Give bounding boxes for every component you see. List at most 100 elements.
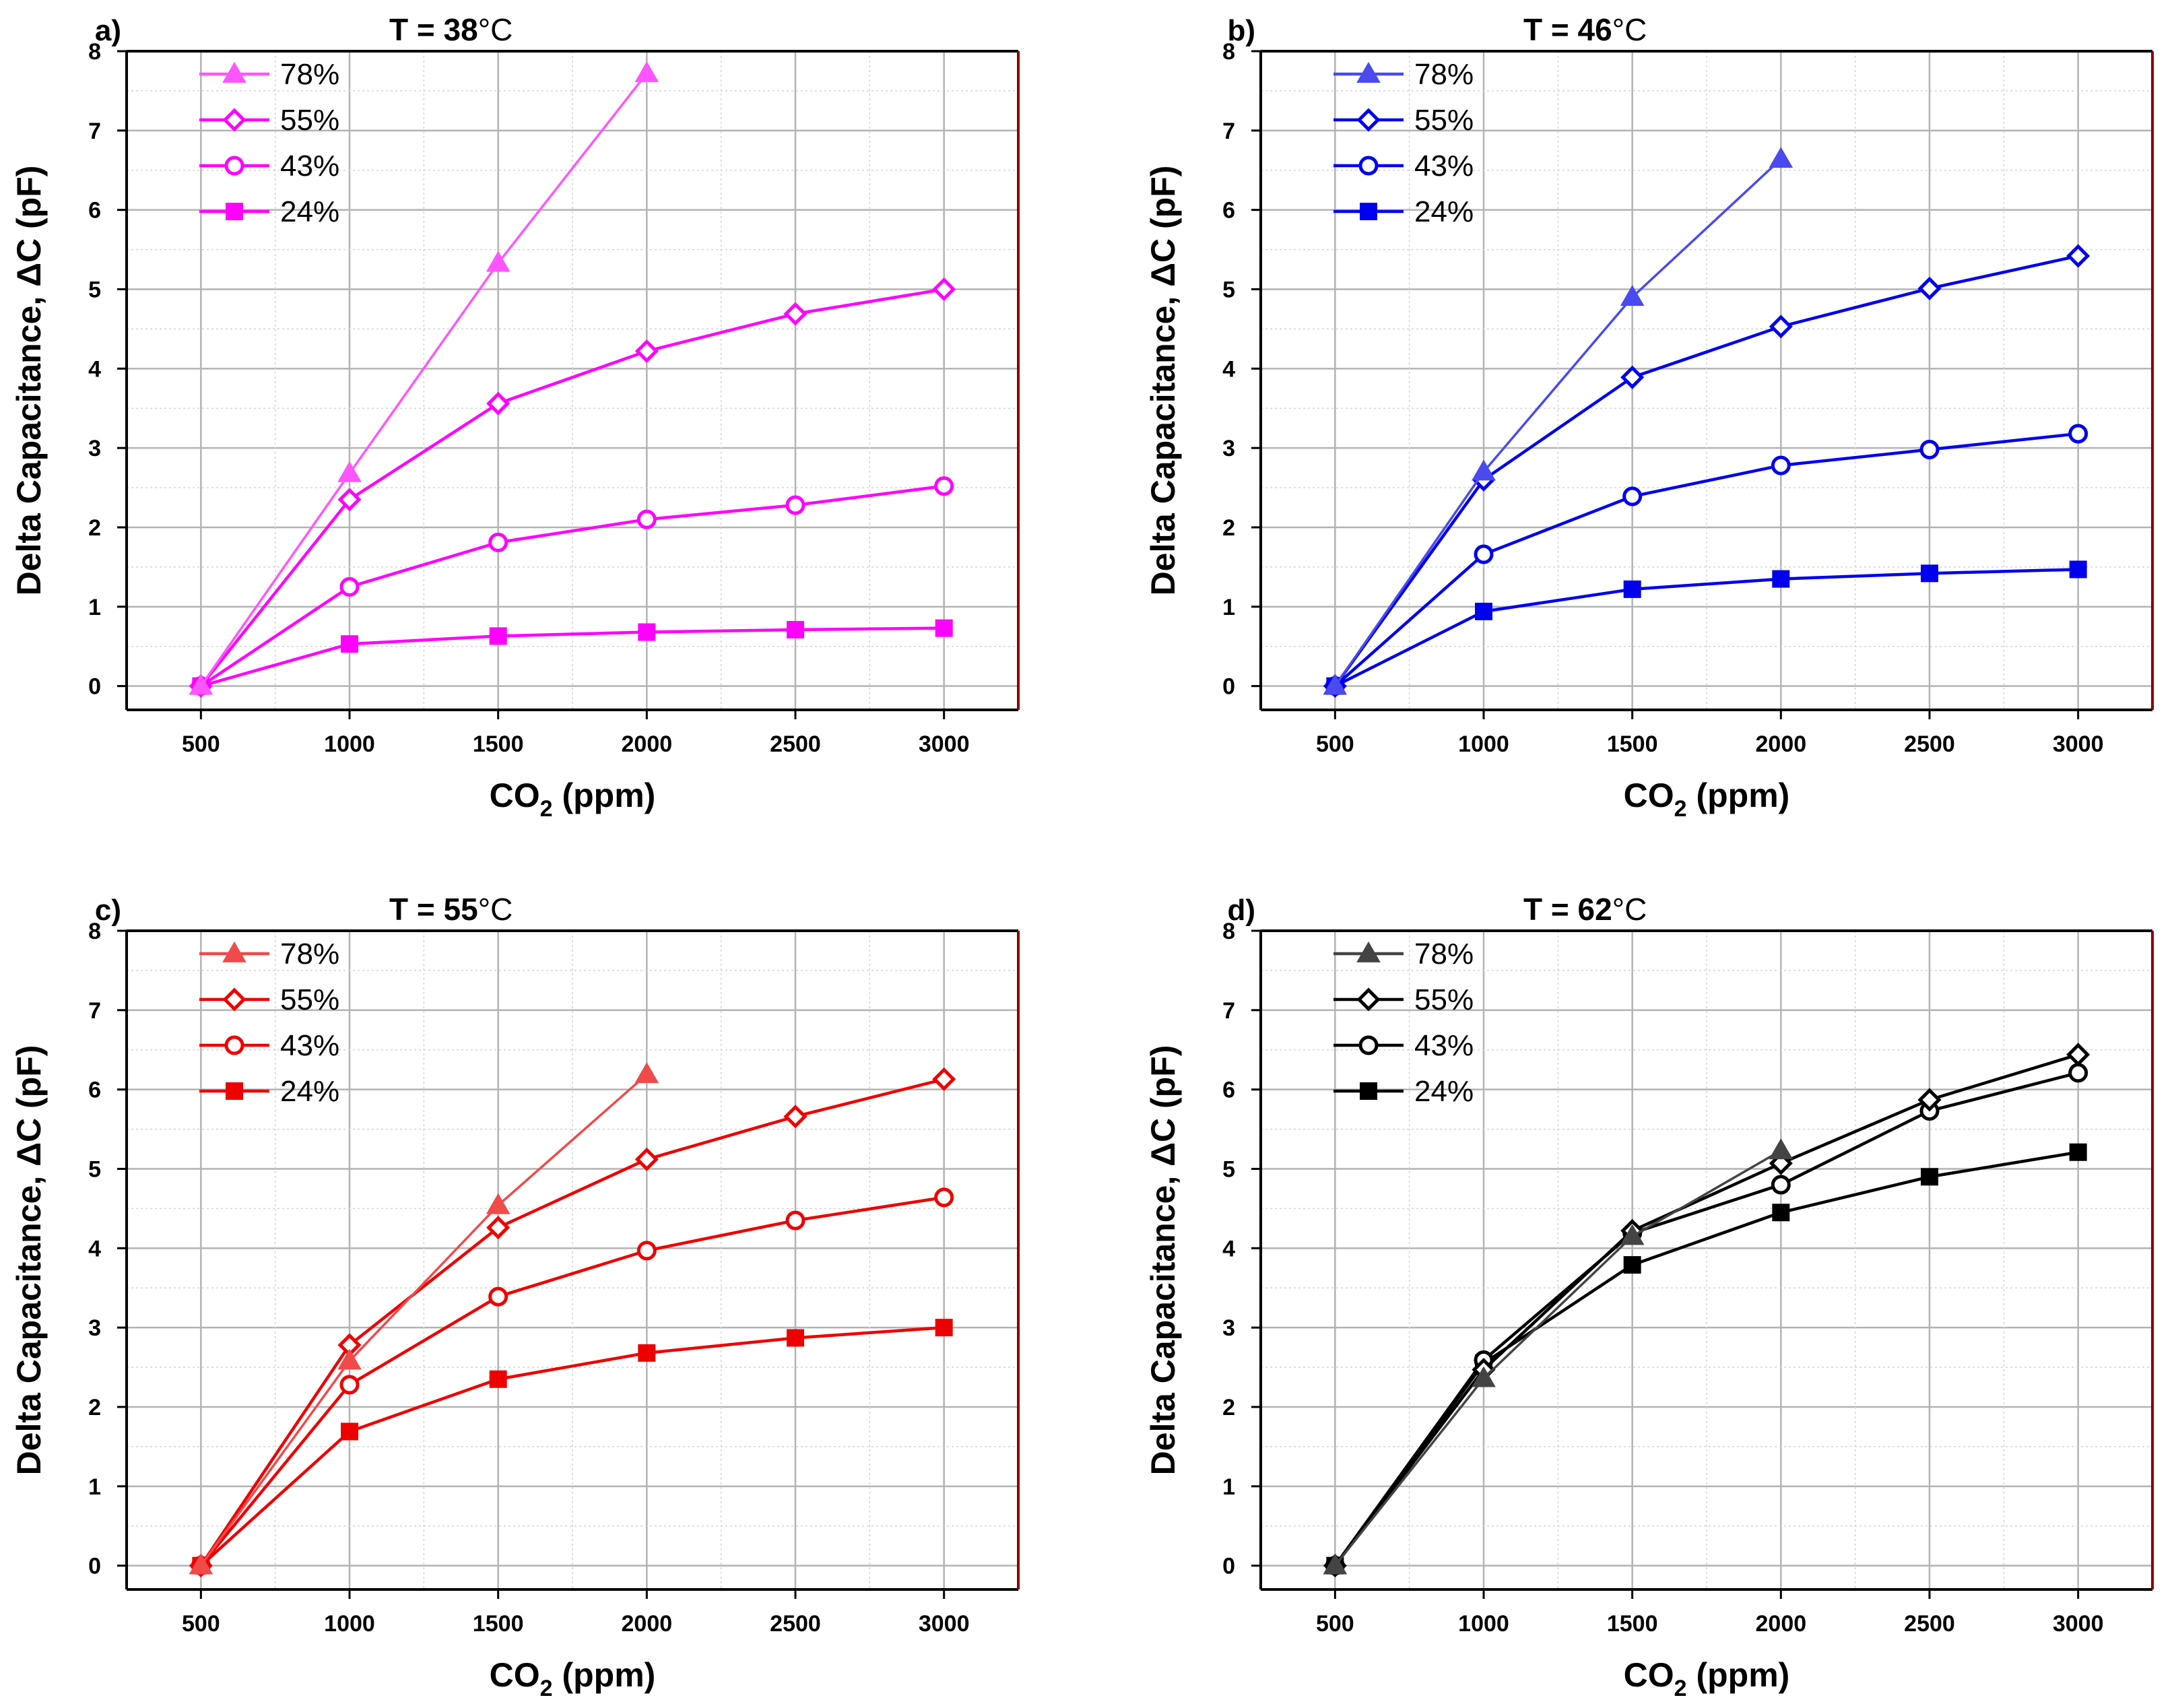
legend-label: 55%	[280, 983, 339, 1016]
data-point	[935, 1319, 953, 1337]
data-point	[1769, 315, 1793, 339]
y-tick-label: 0	[1222, 1554, 1235, 1579]
data-point	[1620, 365, 1645, 389]
series-line	[200, 626, 944, 688]
panel-title: T = 62°C	[1523, 892, 1647, 927]
legend-label: 55%	[1414, 983, 1474, 1016]
legend-label: 78%	[280, 58, 339, 91]
legend-label: 24%	[280, 195, 339, 228]
legend-marker	[226, 203, 243, 220]
data-point	[934, 1187, 954, 1208]
y-tick-label: 8	[88, 919, 101, 944]
legend-label: 43%	[1414, 1029, 1474, 1062]
series-line	[199, 1078, 945, 1567]
y-axis-title: Delta Capacitance, ΔC (pF)	[10, 166, 48, 596]
x-axis-title-main: CO	[1624, 777, 1674, 814]
data-point	[787, 1329, 804, 1347]
x-axis-title: CO2 (ppm)	[490, 1656, 656, 1701]
data-point	[1772, 570, 1790, 588]
legend-marker	[1360, 203, 1377, 220]
legend-label: 24%	[280, 1075, 339, 1108]
series-43pct	[1325, 424, 2088, 696]
y-axis-title: Delta Capacitance, ΔC (pF)	[1144, 1045, 1182, 1476]
data-point	[634, 61, 659, 82]
x-tick-label: 500	[182, 731, 220, 757]
x-tick-label: 2000	[622, 731, 673, 757]
legend-marker	[222, 108, 246, 132]
data-point	[1921, 564, 1938, 583]
y-axis-title: Delta Capacitance, ΔC (pF)	[1144, 166, 1182, 596]
panel-title-prefix: T =	[389, 12, 444, 47]
x-tick-label: 1500	[473, 731, 524, 757]
panel-title: T = 38°C	[389, 12, 513, 47]
data-point	[488, 532, 508, 552]
x-axis-title-unit: (ppm)	[553, 777, 656, 814]
y-tick-label: 7	[88, 998, 101, 1024]
data-point	[486, 1193, 510, 1214]
data-point	[932, 277, 956, 302]
y-tick-label: 4	[1222, 356, 1235, 382]
y-tick-label: 4	[88, 356, 101, 382]
data-point	[339, 1375, 360, 1395]
series-line	[1333, 1071, 2079, 1567]
data-point	[934, 476, 954, 496]
legend-marker	[1356, 108, 1381, 132]
panel-title-unit: °C	[478, 12, 513, 47]
legend-marker	[222, 941, 246, 962]
legend-item: 55%	[1333, 983, 1474, 1016]
y-tick-label: 5	[1222, 1156, 1235, 1182]
data-point	[1475, 602, 1492, 620]
data-point	[1474, 544, 1494, 564]
legend-marker	[1358, 1035, 1379, 1055]
x-tick-label: 2500	[1904, 1611, 1955, 1637]
series-line	[1333, 1149, 1782, 1567]
data-point	[486, 391, 510, 416]
y-tick-label: 7	[88, 119, 101, 144]
panel-title-temperature: 62	[1578, 892, 1612, 927]
x-axis-title-subscript: 2	[1674, 1676, 1687, 1701]
data-point	[1623, 580, 1641, 598]
x-tick-label: 2500	[770, 731, 821, 757]
data-point	[2068, 424, 2088, 444]
x-axis-title-main: CO	[490, 777, 540, 814]
data-point	[1623, 1256, 1641, 1274]
data-point	[634, 339, 659, 363]
legend-label: 78%	[280, 938, 339, 971]
series-line	[199, 1073, 648, 1567]
y-tick-label: 7	[1222, 119, 1235, 144]
data-point	[1769, 1138, 1793, 1160]
x-tick-label: 3000	[2053, 1611, 2104, 1637]
x-tick-label: 1000	[1458, 1611, 1509, 1637]
data-point	[337, 461, 362, 482]
x-tick-label: 1000	[1458, 731, 1509, 757]
x-axis-title: CO2 (ppm)	[490, 777, 656, 822]
x-tick-label: 3000	[2053, 731, 2104, 757]
series-line	[1333, 1053, 2079, 1567]
series-55pct	[189, 277, 956, 698]
data-point	[1771, 455, 1791, 475]
data-point	[636, 509, 657, 529]
legend-item: 43%	[1333, 150, 1474, 183]
panel-title: T = 46°C	[1523, 12, 1647, 47]
x-tick-label: 500	[182, 1611, 220, 1637]
series-55pct	[189, 1067, 956, 1578]
x-tick-label: 1000	[324, 731, 375, 757]
panel-label: c)	[95, 894, 121, 927]
legend-marker	[1356, 941, 1381, 962]
series-line	[1333, 158, 1782, 687]
legend-marker	[1358, 156, 1379, 176]
legend-label: 55%	[1414, 104, 1474, 137]
y-tick-label: 4	[1222, 1236, 1235, 1261]
data-point	[1323, 1553, 1348, 1575]
data-point	[1917, 276, 1942, 300]
y-tick-label: 1	[88, 1474, 101, 1500]
series-line	[1333, 254, 2079, 687]
x-axis-title-subscript: 2	[540, 796, 553, 822]
panel-title-unit: °C	[1612, 892, 1647, 927]
legend-marker	[222, 61, 246, 83]
legend-marker	[224, 156, 244, 176]
data-point	[634, 1147, 659, 1171]
